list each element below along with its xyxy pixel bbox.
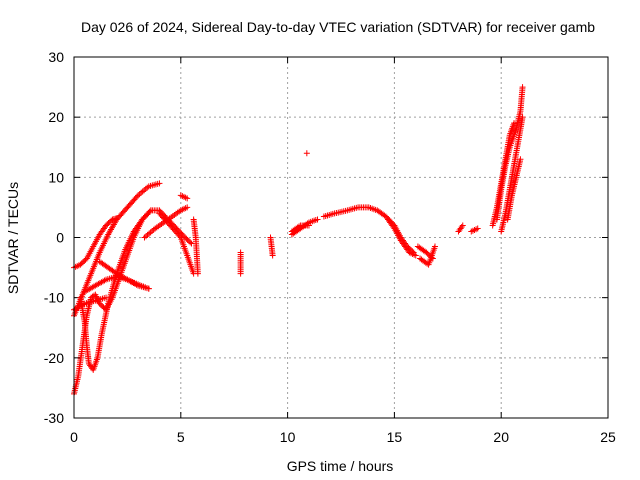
data-point: [303, 150, 310, 157]
data-point: [184, 195, 191, 202]
data-point: [295, 223, 302, 230]
x-tick-label: 25: [600, 429, 616, 445]
data-track: [237, 249, 244, 277]
data-point: [145, 285, 152, 292]
data-point: [103, 294, 110, 301]
data-point: [184, 204, 191, 211]
y-tick-label: -20: [44, 350, 64, 366]
data-track: [455, 222, 466, 235]
data-track: [156, 210, 197, 277]
data-point: [431, 243, 438, 250]
data-track: [498, 114, 526, 235]
y-tick-label: 10: [48, 169, 64, 185]
data-track: [303, 150, 310, 157]
data-point: [412, 252, 419, 259]
y-tick-label: 20: [48, 109, 64, 125]
data-point: [146, 208, 153, 215]
x-tick-label: 10: [280, 429, 296, 445]
data-track: [384, 216, 419, 259]
data-track: [417, 243, 438, 268]
data-track: [468, 225, 481, 235]
data-point: [147, 207, 154, 214]
y-tick-label: -30: [44, 410, 64, 426]
data-point: [269, 252, 276, 259]
data-track: [267, 234, 276, 259]
data-points: [71, 84, 526, 397]
data-point: [519, 114, 526, 121]
data-track: [71, 215, 120, 271]
axis-ticks: 0 5 10 15 20 25 -30 -20 -10 0 10 20 30: [44, 49, 616, 445]
data-track: [190, 216, 201, 277]
data-point: [237, 270, 244, 277]
data-track: [288, 222, 312, 235]
x-tick-label: 5: [177, 429, 185, 445]
y-tick-label: 0: [56, 230, 64, 246]
x-tick-label: 15: [387, 429, 403, 445]
x-tick-label: 0: [70, 429, 78, 445]
x-axis-label: GPS time / hours: [287, 458, 394, 474]
data-point: [305, 222, 312, 229]
data-track: [96, 258, 152, 292]
data-point: [517, 156, 524, 163]
data-point: [156, 180, 163, 187]
data-track: [493, 84, 526, 223]
data-point: [474, 225, 481, 232]
plot-frame: [73, 56, 609, 419]
y-axis-label: SDTVAR / TECUs: [5, 182, 21, 294]
data-point: [459, 222, 466, 229]
y-tick-label: 30: [48, 49, 64, 65]
y-tick-label: -10: [44, 290, 64, 306]
data-track: [177, 192, 191, 202]
data-point: [187, 239, 194, 246]
chart-title: Day 026 of 2024, Sidereal Day-to-day VTE…: [81, 19, 595, 35]
x-tick-label: 20: [493, 429, 509, 445]
data-track: [504, 156, 524, 223]
data-point: [519, 84, 526, 91]
data-point: [194, 270, 201, 277]
data-point: [176, 233, 183, 240]
data-track: [77, 207, 154, 373]
data-point: [133, 193, 140, 200]
data-point: [314, 216, 321, 223]
